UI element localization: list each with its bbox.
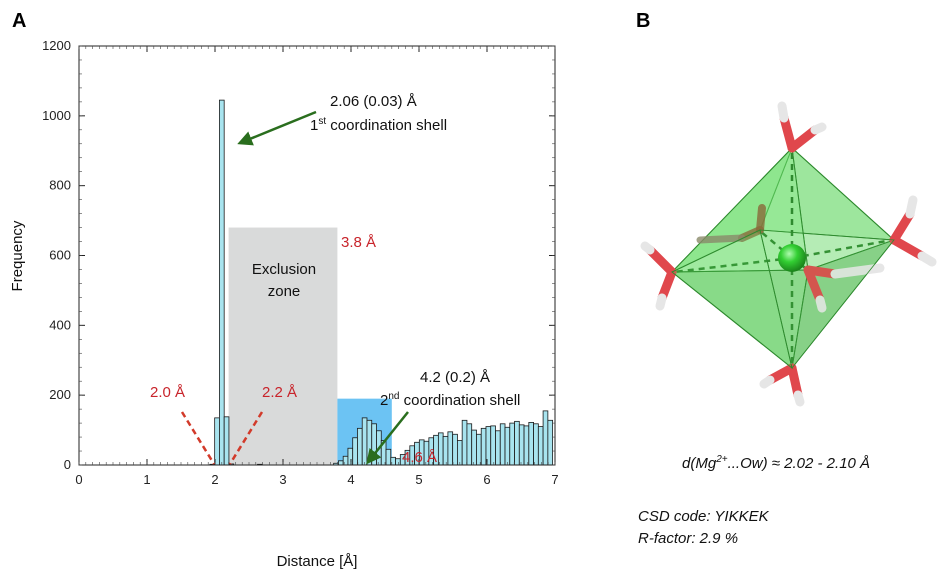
- first-shell-label: 1st coordination shell: [310, 116, 447, 134]
- histogram-bar: [214, 417, 220, 466]
- x-tick-label: 2: [211, 472, 218, 487]
- second-shell-arrow: [366, 411, 409, 465]
- csd-code-label: CSD code: YIKKEK: [638, 508, 770, 525]
- histogram-bar: [223, 416, 230, 466]
- exclusion-zone-label-2: zone: [268, 283, 301, 300]
- histogram-bar: [395, 458, 401, 466]
- x-tick-label: 5: [415, 472, 422, 487]
- octa-face: [759, 229, 895, 369]
- y-axis: 0 200 400 600 800 1000 1200: [42, 38, 555, 472]
- histogram-bar: [523, 425, 530, 466]
- first-shell-value: 2.06 (0.03) Å: [330, 93, 417, 110]
- histogram-bar: [528, 422, 534, 466]
- histogram-bar: [476, 433, 482, 466]
- label-2-2: 2.2 Å: [262, 384, 297, 401]
- first-shell-arrow: [237, 110, 317, 146]
- histogram-bar: [219, 99, 225, 466]
- histogram-bar: [447, 431, 454, 466]
- x-tick-label: 0: [75, 472, 82, 487]
- histogram-bar: [518, 424, 525, 466]
- histogram-bar: [452, 433, 458, 466]
- y-tick-label: 600: [49, 248, 71, 263]
- water-molecules: [640, 101, 937, 407]
- label-4-6: 4.6 Å: [402, 449, 437, 466]
- exclusion-zone: [228, 227, 338, 465]
- histogram-bar: [461, 419, 468, 466]
- histogram-bar: [466, 423, 473, 466]
- distance-range-label: d(Mg2+...Ow) ≈ 2.02 - 2.10 Å: [682, 454, 870, 472]
- histogram-bar: [361, 417, 368, 466]
- x-tick-label: 3: [279, 472, 286, 487]
- y-axis-label: Frequency: [9, 220, 26, 291]
- boundary-2-2-line: [228, 411, 264, 465]
- histogram-bar: [457, 440, 463, 466]
- label-2-0: 2.0 Å: [150, 384, 185, 401]
- histogram-bar: [338, 460, 344, 466]
- x-axis-label: Distance [Å]: [277, 553, 358, 570]
- boundary-2-0-line: [180, 411, 216, 465]
- y-tick-label: 800: [49, 178, 71, 193]
- histogram-bar: [542, 410, 549, 466]
- histogram-bar: [490, 425, 496, 466]
- octahedron-model: [640, 101, 937, 407]
- panel-label-b: B: [636, 10, 650, 32]
- histogram-bar: [514, 420, 520, 466]
- histogram-bar: [442, 435, 449, 466]
- mg-ion: [778, 244, 806, 272]
- histogram-bar: [347, 447, 354, 466]
- histogram-bar: [499, 423, 506, 466]
- histogram-bar: [547, 419, 554, 466]
- histogram-bar: [357, 427, 363, 466]
- y-tick-label: 200: [49, 387, 71, 402]
- x-tick-label: 4: [347, 472, 354, 487]
- exclusion-zone-label: Exclusion: [252, 261, 316, 278]
- histogram-bar: [504, 426, 511, 466]
- histogram-bar: [437, 432, 444, 466]
- r-factor-label: R-factor: 2.9 %: [638, 530, 738, 547]
- x-axis: 0 1 2 3 4 5 6 7: [75, 46, 559, 487]
- panel-label-a: A: [12, 10, 26, 32]
- second-shell-value: 4.2 (0.2) Å: [420, 369, 490, 386]
- histogram-bar: [385, 448, 392, 466]
- histogram-bar: [352, 437, 358, 466]
- x-tick-label: 6: [483, 472, 490, 487]
- y-tick-label: 1200: [42, 38, 71, 53]
- histogram-bar: [537, 426, 544, 466]
- x-tick-label: 7: [551, 472, 558, 487]
- label-3-8: 3.8 Å: [341, 234, 376, 251]
- y-tick-label: 400: [49, 317, 71, 332]
- y-tick-label: 1000: [42, 108, 71, 123]
- histogram-bar: [509, 422, 515, 466]
- histogram-bar: [390, 456, 396, 466]
- y-tick-label: 0: [64, 457, 71, 472]
- histogram-bar: [480, 427, 487, 466]
- histogram-chart: 0 1 2 3 4 5 6 7 0 200 400 600 800 1000 1200 Distance …: [9, 38, 559, 570]
- histogram-bar: [495, 430, 501, 466]
- histogram-bar: [533, 423, 539, 466]
- histogram-bar: [471, 429, 477, 466]
- second-shell-label: 2nd coordination shell: [380, 391, 520, 409]
- histogram-bar: [371, 423, 377, 466]
- histogram-bar: [342, 455, 349, 466]
- x-tick-label: 1: [143, 472, 150, 487]
